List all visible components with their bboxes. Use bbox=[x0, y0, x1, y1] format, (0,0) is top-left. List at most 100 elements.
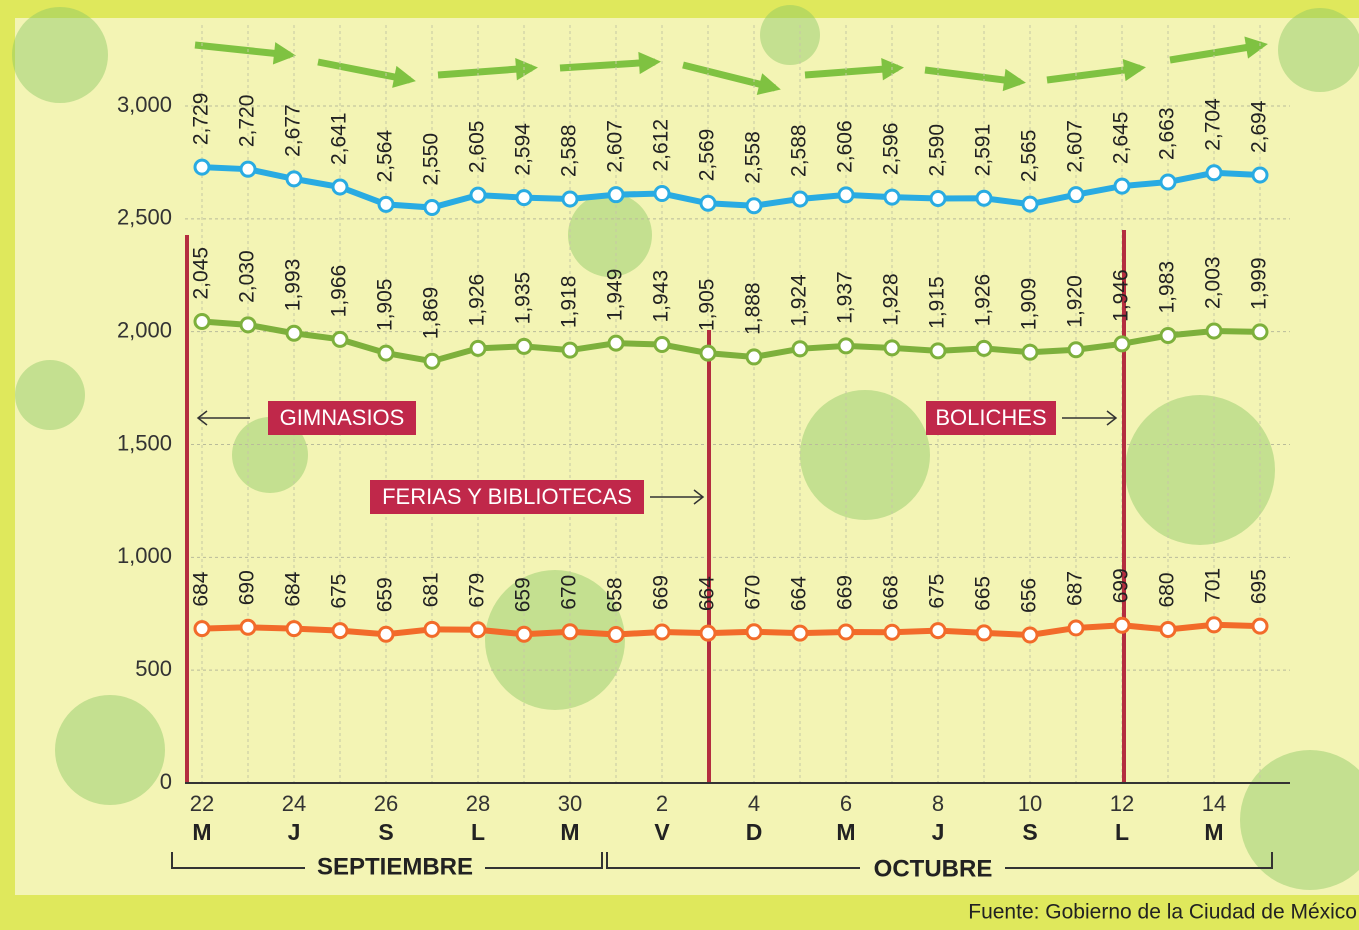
annotation: BOLICHES bbox=[935, 405, 1046, 430]
data-label: 664 bbox=[788, 576, 811, 611]
data-label: 668 bbox=[880, 575, 903, 610]
data-label: 1,924 bbox=[788, 274, 811, 327]
data-point bbox=[563, 192, 577, 206]
data-label: 2,641 bbox=[328, 112, 351, 165]
y-tick-label: 3,000 bbox=[117, 92, 172, 117]
data-label: 2,590 bbox=[926, 124, 949, 177]
data-point bbox=[1069, 188, 1083, 202]
data-label: 669 bbox=[650, 575, 673, 610]
data-point bbox=[287, 326, 301, 340]
data-point bbox=[1253, 168, 1267, 182]
data-label: 659 bbox=[512, 577, 535, 612]
data-label: 670 bbox=[742, 575, 765, 610]
x-tick-label: 30 bbox=[558, 791, 582, 816]
data-label: 1,869 bbox=[420, 287, 443, 340]
data-point bbox=[379, 627, 393, 641]
data-label: 2,564 bbox=[374, 130, 397, 183]
weekday-label: M bbox=[1204, 819, 1223, 845]
data-point bbox=[1207, 324, 1221, 338]
data-point bbox=[1115, 618, 1129, 632]
y-tick-label: 500 bbox=[135, 656, 172, 681]
data-label: 2,605 bbox=[466, 121, 489, 174]
data-label: 665 bbox=[972, 576, 995, 611]
data-label: 2,045 bbox=[190, 247, 213, 300]
data-point bbox=[1161, 175, 1175, 189]
data-point bbox=[1069, 343, 1083, 357]
data-point bbox=[1161, 328, 1175, 342]
data-point bbox=[195, 315, 209, 329]
data-label: 1,905 bbox=[696, 279, 719, 332]
data-point bbox=[425, 201, 439, 215]
data-label: 2,663 bbox=[1156, 107, 1179, 160]
data-label: 656 bbox=[1018, 578, 1041, 613]
data-point bbox=[471, 188, 485, 202]
data-point bbox=[1161, 623, 1175, 637]
data-point bbox=[1115, 179, 1129, 193]
data-label: 1,926 bbox=[972, 274, 995, 327]
x-tick-label: 6 bbox=[840, 791, 852, 816]
annotation: FERIAS Y BIBLIOTECAS bbox=[382, 484, 632, 509]
data-point bbox=[793, 626, 807, 640]
data-label: 669 bbox=[834, 575, 857, 610]
data-label: 2,607 bbox=[1064, 120, 1087, 173]
x-tick-label: 22 bbox=[190, 791, 214, 816]
data-label: 690 bbox=[236, 570, 259, 605]
x-tick-label: 4 bbox=[748, 791, 760, 816]
x-tick-label: 14 bbox=[1202, 791, 1226, 816]
data-point bbox=[1207, 618, 1221, 632]
data-label: 2,596 bbox=[880, 123, 903, 176]
data-label: 1,926 bbox=[466, 274, 489, 327]
x-tick-label: 2 bbox=[656, 791, 668, 816]
data-label: 2,558 bbox=[742, 131, 765, 184]
weekday-label: V bbox=[654, 819, 670, 845]
data-point bbox=[195, 622, 209, 636]
x-tick-label: 12 bbox=[1110, 791, 1134, 816]
data-point bbox=[333, 624, 347, 638]
data-point bbox=[839, 188, 853, 202]
data-label: 687 bbox=[1064, 571, 1087, 606]
weekday-label: S bbox=[378, 819, 393, 845]
data-label: 2,003 bbox=[1202, 256, 1225, 309]
data-point bbox=[471, 341, 485, 355]
data-label: 2,694 bbox=[1248, 100, 1271, 153]
data-point bbox=[287, 172, 301, 186]
data-label: 701 bbox=[1202, 568, 1225, 603]
y-tick-label: 1,000 bbox=[117, 543, 172, 568]
x-tick-label: 24 bbox=[282, 791, 306, 816]
data-label: 1,993 bbox=[282, 259, 305, 312]
data-label: 2,565 bbox=[1018, 130, 1041, 183]
data-point bbox=[517, 339, 531, 353]
data-label: 684 bbox=[190, 571, 213, 606]
data-point bbox=[793, 342, 807, 356]
data-point bbox=[1253, 325, 1267, 339]
data-point bbox=[425, 622, 439, 636]
chart: Fuente: Gobierno de la Ciudad de México … bbox=[0, 0, 1359, 930]
data-point bbox=[287, 622, 301, 636]
weekday-label: M bbox=[560, 819, 579, 845]
data-label: 670 bbox=[558, 575, 581, 610]
data-label: 1,937 bbox=[834, 271, 857, 324]
data-label: 681 bbox=[420, 572, 443, 607]
data-label: 2,607 bbox=[604, 120, 627, 173]
data-point bbox=[609, 188, 623, 202]
data-point bbox=[1023, 628, 1037, 642]
data-point bbox=[333, 180, 347, 194]
data-point bbox=[333, 332, 347, 346]
data-point bbox=[885, 341, 899, 355]
data-point bbox=[241, 318, 255, 332]
data-point bbox=[977, 626, 991, 640]
y-tick-label: 2,500 bbox=[117, 205, 172, 230]
data-point bbox=[655, 625, 669, 639]
weekday-label: J bbox=[288, 819, 301, 845]
y-tick-label: 2,000 bbox=[117, 317, 172, 342]
weekday-label: M bbox=[836, 819, 855, 845]
data-point bbox=[701, 346, 715, 360]
data-label: 1,928 bbox=[880, 273, 903, 326]
data-label: 2,704 bbox=[1202, 98, 1225, 151]
weekday-label: S bbox=[1022, 819, 1037, 845]
data-label: 695 bbox=[1248, 569, 1271, 604]
data-label: 1,918 bbox=[558, 276, 581, 329]
data-point bbox=[563, 343, 577, 357]
data-point bbox=[747, 350, 761, 364]
annotation: GIMNASIOS bbox=[280, 405, 405, 430]
